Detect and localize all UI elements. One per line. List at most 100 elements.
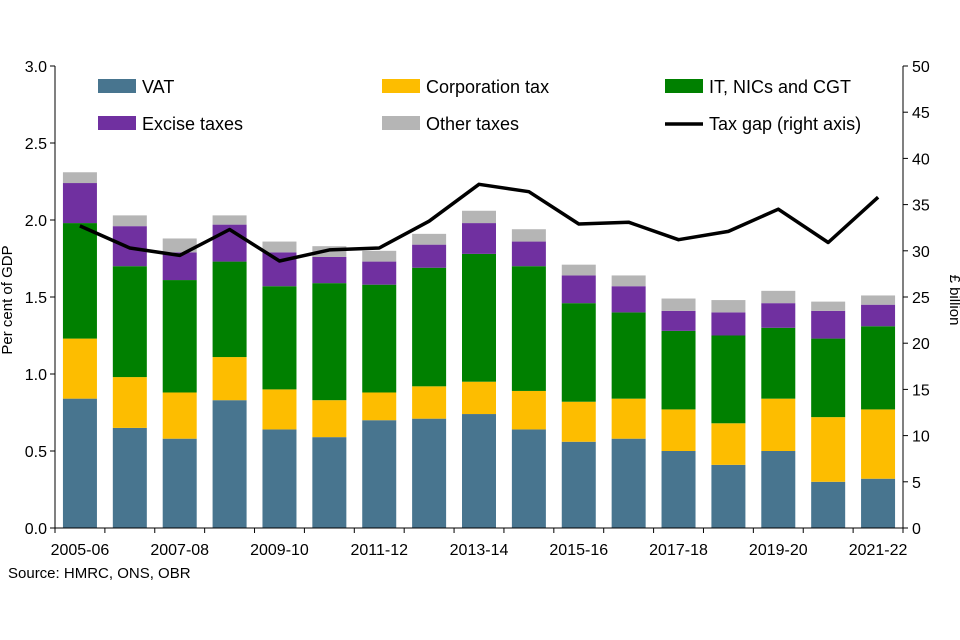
- legend-swatch: [98, 79, 136, 93]
- legend-swatch: [665, 79, 703, 93]
- bar-segment: [661, 310, 696, 331]
- bar-segment: [112, 377, 147, 428]
- bar-segment: [412, 386, 447, 419]
- y2-tick-label: 30: [912, 244, 930, 261]
- bar-segment: [462, 210, 496, 224]
- bar-segment: [811, 417, 846, 482]
- y2-tick-label: 0: [912, 521, 921, 538]
- bar-segment: [312, 256, 347, 284]
- bar-segment: [62, 172, 97, 184]
- y-axis-title: Per cent of GDP: [0, 245, 16, 354]
- bar-segment: [861, 326, 896, 410]
- bar-segment: [761, 398, 796, 451]
- bar-segment: [661, 409, 696, 451]
- bar-segment: [761, 327, 796, 399]
- y2-tick-label: 50: [912, 59, 930, 76]
- bar-segment: [811, 301, 846, 311]
- bar-segment: [212, 357, 247, 401]
- legend-label: VAT: [142, 77, 174, 97]
- bar-segment: [711, 335, 746, 424]
- bar-segment: [62, 223, 97, 339]
- bar-segment: [561, 264, 596, 276]
- bar-segment: [561, 303, 596, 402]
- bar-segment: [162, 392, 197, 439]
- x-tick-label: 2011-12: [350, 542, 408, 559]
- bar-segment: [162, 438, 197, 528]
- bar-segment: [611, 312, 646, 399]
- bar-segment: [262, 429, 297, 528]
- bar-segment: [262, 241, 297, 253]
- bar-segment: [711, 423, 746, 465]
- bar-segment: [861, 304, 896, 327]
- bar-segment: [112, 215, 147, 227]
- y-tick-label: 1.5: [25, 290, 47, 307]
- bar-segment: [312, 283, 347, 401]
- bar-segment: [62, 183, 97, 224]
- bar-segment: [62, 338, 97, 399]
- bar-segment: [661, 298, 696, 311]
- bar-segment: [162, 238, 197, 253]
- legend: VAT Corporation tax IT, NICs and CGT Excise…: [98, 77, 861, 134]
- bar-segment: [761, 303, 796, 328]
- bar-segment: [611, 275, 646, 287]
- bar-segment: [262, 389, 297, 430]
- bar-segment: [661, 451, 696, 528]
- bar-segment: [511, 241, 546, 267]
- bar-segment: [561, 401, 596, 442]
- legend-label: Corporation tax: [426, 77, 549, 97]
- bar-segment: [112, 427, 147, 528]
- bar-segment: [811, 481, 846, 528]
- x-tick-label: 2007-08: [150, 542, 209, 559]
- x-tick-label: 2013-14: [450, 542, 509, 559]
- legend-swatch: [98, 116, 136, 130]
- legend-label: Tax gap (right axis): [709, 114, 861, 134]
- bar-segment: [262, 286, 297, 390]
- bar-segment: [761, 290, 796, 304]
- y-tick-label: 1.0: [25, 367, 47, 384]
- bar-segment: [511, 390, 546, 430]
- bar-segment: [412, 418, 447, 528]
- bar-segment: [212, 261, 247, 358]
- bar-segment: [162, 280, 197, 393]
- bar-segment: [511, 429, 546, 528]
- source-note: Source: HMRC, ONS, OBR: [8, 565, 191, 582]
- y2-axis-title: £ billion: [946, 275, 960, 326]
- bar-segment: [611, 438, 646, 528]
- y-tick-label: 0.0: [25, 521, 47, 538]
- bar-segment: [462, 381, 496, 415]
- x-tick-label: 2009-10: [250, 542, 309, 559]
- bar-segment: [761, 451, 796, 528]
- bar-segment: [412, 244, 447, 268]
- x-tick-label: 2021-22: [849, 542, 908, 559]
- bar-segment: [511, 266, 546, 391]
- bar-segment: [212, 215, 247, 225]
- bar-segment: [511, 229, 546, 242]
- bars-layer: [62, 172, 896, 528]
- axes-layer: 0.0 0.5 1.0 1.5 2.0 2.5 3.0 0 5 10 15 20 25 30 35 40 45 5…: [25, 59, 930, 559]
- bar-segment: [362, 250, 397, 262]
- legend-label: IT, NICs and CGT: [709, 77, 851, 97]
- bar-segment: [861, 478, 896, 528]
- bar-segment: [312, 437, 347, 528]
- bar-segment: [412, 233, 447, 245]
- bar-segment: [811, 338, 846, 418]
- bar-segment: [561, 275, 596, 304]
- bar-segment: [112, 266, 147, 378]
- legend-label: Other taxes: [426, 114, 519, 134]
- y2-tick-label: 45: [912, 105, 930, 122]
- y2-tick-label: 40: [912, 151, 930, 168]
- y2-tick-label: 20: [912, 336, 930, 353]
- bar-segment: [412, 267, 447, 387]
- x-tick-label: 2019-20: [749, 542, 808, 559]
- bar-segment: [611, 398, 646, 439]
- bar-segment: [312, 400, 347, 438]
- bar-segment: [711, 312, 746, 336]
- bar-segment: [861, 409, 896, 479]
- y2-tick-label: 25: [912, 290, 930, 307]
- bar-segment: [462, 223, 496, 254]
- bar-segment: [462, 414, 496, 528]
- legend-label: Excise taxes: [142, 114, 243, 134]
- x-tick-label: 2015-16: [549, 542, 608, 559]
- bar-segment: [212, 400, 247, 528]
